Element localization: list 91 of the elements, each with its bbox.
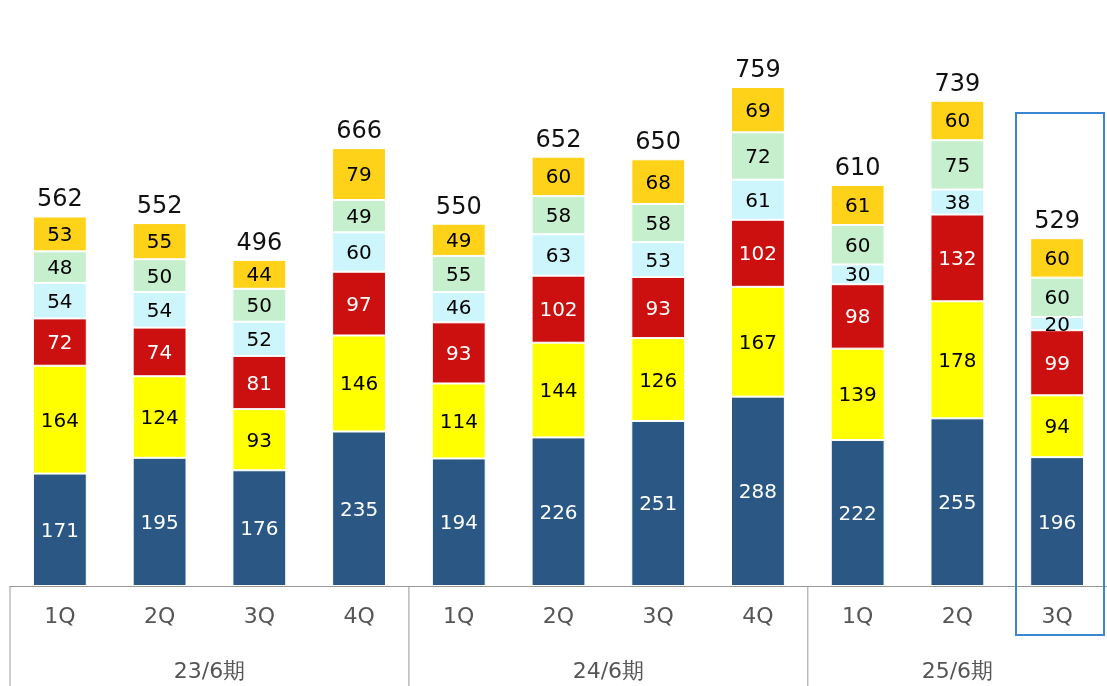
data-label: 164 [40, 407, 79, 432]
data-label: 235 [339, 496, 379, 521]
data-label: 74 [146, 339, 173, 364]
data-label: 171 [40, 517, 79, 542]
data-label: 93 [446, 340, 472, 365]
data-label: 222 [838, 501, 877, 526]
data-label: 54 [146, 297, 173, 322]
data-label: 52 [246, 326, 273, 351]
total-label: 666 [336, 116, 382, 145]
data-label: 55 [446, 262, 472, 287]
data-label: 53 [645, 247, 671, 272]
data-label: 124 [140, 405, 179, 430]
data-label: 49 [446, 227, 472, 252]
data-label: 126 [639, 367, 678, 392]
data-label: 167 [738, 329, 778, 354]
data-label: 97 [346, 291, 372, 316]
data-label: 61 [844, 192, 871, 217]
data-label: 79 [346, 162, 372, 187]
data-label: 60 [1044, 285, 1070, 310]
total-label: 562 [36, 184, 83, 213]
x-tick-label: 1Q [443, 602, 475, 628]
total-label: 610 [834, 152, 881, 181]
data-label: 58 [645, 211, 671, 236]
data-label: 60 [944, 108, 971, 133]
data-label: 146 [339, 371, 379, 396]
data-label: 226 [539, 499, 578, 524]
x-tick-label: 3Q [243, 602, 275, 628]
total-label: 552 [136, 191, 183, 220]
x-tick-label: 4Q [742, 602, 774, 628]
data-label: 20 [1044, 311, 1070, 336]
data-label: 60 [545, 164, 572, 189]
data-label: 60 [1044, 245, 1070, 270]
x-tick-label: 2Q [143, 602, 176, 628]
data-label: 288 [738, 479, 778, 504]
data-label: 196 [1038, 509, 1077, 534]
data-label: 72 [47, 330, 73, 355]
x-tick-label: 1Q [842, 602, 874, 628]
data-label: 132 [938, 245, 977, 270]
text: 25/6期 [921, 657, 994, 683]
total-label: 650 [635, 127, 682, 156]
total-label: 529 [1034, 206, 1081, 235]
data-label: 60 [346, 239, 372, 264]
data-label: 98 [844, 304, 871, 329]
data-label: 93 [645, 295, 671, 320]
data-label: 139 [838, 382, 877, 407]
data-label: 30 [844, 262, 871, 287]
data-label: 38 [944, 190, 971, 215]
x-tick-label: 4Q [343, 602, 375, 628]
data-label: 195 [140, 509, 179, 534]
data-label: 178 [938, 347, 977, 372]
data-label: 94 [1044, 414, 1070, 439]
data-label: 176 [240, 516, 279, 541]
data-label: 61 [745, 187, 771, 212]
data-label: 63 [545, 242, 572, 267]
data-label: 44 [246, 262, 273, 287]
total-label: 759 [735, 54, 781, 83]
data-label: 114 [439, 408, 478, 433]
x-tick-label: 1Q [44, 602, 76, 628]
data-label: 55 [146, 229, 173, 254]
data-label: 72 [745, 143, 771, 168]
data-label: 99 [1044, 350, 1070, 375]
data-label: 50 [146, 263, 173, 288]
data-label: 53 [47, 221, 73, 246]
text: 23/6期 [173, 657, 246, 683]
data-label: 102 [738, 241, 778, 266]
data-label: 54 [47, 288, 73, 313]
data-label: 251 [639, 491, 678, 516]
x-tick-label: 2Q [941, 602, 974, 628]
data-label: 48 [47, 255, 73, 280]
data-label: 68 [645, 169, 671, 194]
data-label: 81 [246, 370, 273, 395]
x-tick-label: 2Q [542, 602, 575, 628]
data-label: 69 [745, 97, 771, 122]
data-label: 46 [446, 295, 472, 320]
total-label: 550 [435, 191, 482, 220]
data-label: 50 [246, 293, 273, 318]
data-label: 75 [944, 152, 971, 177]
x-tick-label: 3Q [1041, 602, 1073, 628]
data-label: 255 [938, 490, 977, 515]
data-label: 102 [539, 297, 578, 322]
total-label: 496 [236, 227, 283, 256]
data-label: 93 [246, 427, 273, 452]
x-tick-label: 3Q [642, 602, 674, 628]
text: 24/6期 [572, 657, 645, 683]
data-label: 58 [545, 203, 572, 228]
total-label: 652 [535, 124, 582, 153]
data-label: 144 [539, 378, 578, 403]
total-label: 739 [934, 68, 981, 97]
data-label: 49 [346, 204, 372, 229]
data-label: 194 [439, 510, 478, 535]
data-label: 60 [844, 232, 871, 257]
